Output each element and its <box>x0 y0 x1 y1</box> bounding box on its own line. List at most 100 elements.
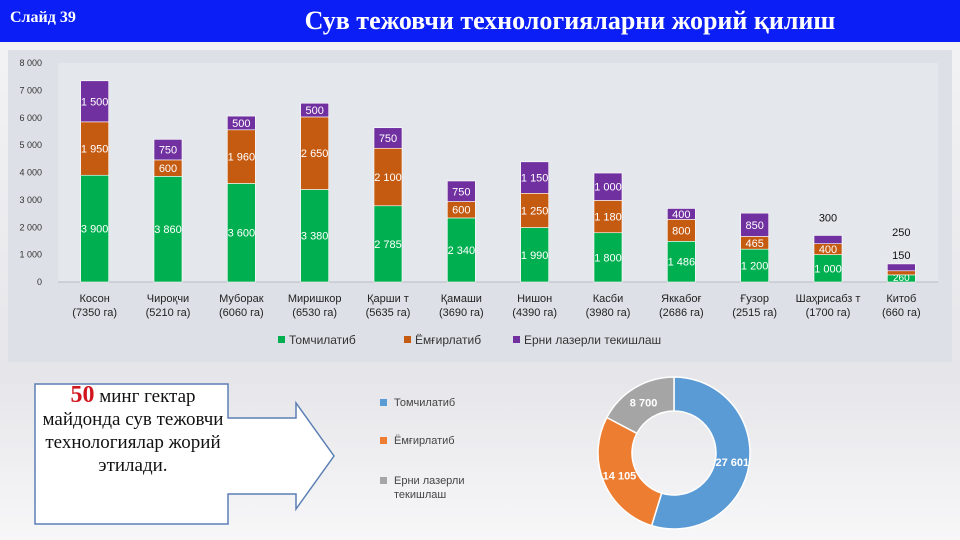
data-label: 850 <box>745 220 763 232</box>
slide-number: Слайд 39 <box>10 9 76 26</box>
y-tick-label: 7 000 <box>19 85 42 95</box>
callout-number: 50 <box>70 382 95 408</box>
bar-segment <box>227 115 256 131</box>
bar-segment <box>300 102 329 118</box>
data-label: 3 600 <box>228 228 256 240</box>
x-tick-label: Муборак <box>219 293 264 305</box>
donut-value-label: 27 601 <box>716 457 750 469</box>
bar-segment <box>300 116 329 190</box>
x-tick-label: (660 га) <box>882 307 921 319</box>
bar-segment <box>740 248 769 283</box>
callout-text-first: минг гектар <box>94 386 196 407</box>
arrow-callout-shape <box>34 383 335 525</box>
x-tick-label: Ғузор <box>740 293 769 305</box>
data-label: 500 <box>305 105 323 117</box>
data-label: 300 <box>819 212 837 224</box>
x-tick-label: Чироқчи <box>147 293 189 305</box>
stacked-bar-chart-panel: 0 1 000 2 000 3 000 4 000 5 000 6 000 7 000 8 00… <box>8 50 952 362</box>
bar-segment <box>447 217 476 283</box>
data-label: 800 <box>672 225 690 237</box>
bar-segment <box>813 235 843 244</box>
data-label: 750 <box>379 133 397 145</box>
data-label: 1 180 <box>594 212 622 224</box>
donut-legend-label: Ёмғирлатиб <box>394 435 455 447</box>
legend-label: Ёмғирлатиб <box>415 333 481 347</box>
bar-segment <box>520 161 549 194</box>
data-label: 1 500 <box>81 96 109 108</box>
y-tick-label: 3 000 <box>19 195 42 205</box>
bar-segment <box>373 127 403 149</box>
data-label: 1 960 <box>228 152 256 164</box>
bar-segment <box>593 172 623 201</box>
x-tick-label: (6060 га) <box>219 307 264 319</box>
x-tick-label: (5210 га) <box>146 307 191 319</box>
y-tick-label: 6 000 <box>19 113 42 123</box>
data-label: 750 <box>159 145 177 157</box>
data-label: 2 100 <box>374 172 402 184</box>
data-label: 2 785 <box>374 239 402 251</box>
data-label: 1 250 <box>521 205 549 217</box>
x-tick-label: (4390 га) <box>512 307 557 319</box>
legend-swatch <box>513 336 520 343</box>
data-label: 3 380 <box>301 231 329 243</box>
x-tick-label: (7350 га) <box>72 307 117 319</box>
y-tick-label: 4 000 <box>19 168 42 178</box>
data-label: 1 486 <box>668 257 696 269</box>
stacked-bar-chart: 0 1 000 2 000 3 000 4 000 5 000 6 000 7 000 8 00… <box>19 58 938 347</box>
bar-segment <box>153 139 183 161</box>
data-label: 465 <box>745 238 763 250</box>
x-tick-label: (3690 га) <box>439 307 484 319</box>
donut-legend-swatch <box>380 477 387 484</box>
x-tick-label: Касби <box>593 293 623 305</box>
y-tick-label: 5 000 <box>19 140 42 150</box>
x-tick-label: (2515 га) <box>732 307 777 319</box>
x-tick-label: (2686 га) <box>659 307 704 319</box>
data-label: 1 000 <box>594 182 622 194</box>
data-label: 3 860 <box>154 224 182 236</box>
data-label: 600 <box>452 205 470 217</box>
bar-segment <box>520 227 549 283</box>
data-label: 750 <box>452 186 470 198</box>
x-tick-label: Китоб <box>886 293 916 305</box>
data-label: 250 <box>892 227 910 239</box>
data-label: 400 <box>672 209 690 221</box>
donut-slice <box>650 376 751 530</box>
donut-value-label: 14 105 <box>603 471 637 483</box>
x-tick-label: Нишон <box>517 293 552 305</box>
bar-segment <box>227 183 256 283</box>
data-label: 1 150 <box>521 173 549 185</box>
data-label: 3 900 <box>81 224 109 236</box>
bar-segment <box>813 254 843 283</box>
legend-swatch <box>404 336 411 343</box>
x-tick-label: (1700 га) <box>806 307 851 319</box>
x-tick-label: (6530 га) <box>292 307 337 319</box>
bar-segment <box>520 193 549 228</box>
bar-segment <box>593 200 623 234</box>
header-bar: Слайд 39 Сув тежовчи технологияларни жор… <box>0 0 960 42</box>
donut-chart: 27 601 14 105 8 700 <box>597 376 751 530</box>
y-tick-label: 0 <box>37 277 42 287</box>
bar-segment <box>667 208 696 220</box>
x-tick-label: Миришкор <box>288 293 342 305</box>
bar-segment <box>80 80 109 123</box>
bar-segment <box>447 180 476 202</box>
donut-legend-swatch <box>380 399 387 406</box>
data-label: 1 950 <box>81 144 109 156</box>
bar-segment <box>887 263 916 272</box>
donut-slice <box>597 416 663 527</box>
data-label: 600 <box>159 163 177 175</box>
donut-slice <box>605 376 675 435</box>
data-label: 2 650 <box>301 148 329 160</box>
bar-segment <box>373 147 403 207</box>
bar-segment <box>667 241 696 283</box>
data-label: 500 <box>232 118 250 130</box>
data-label: 150 <box>892 250 910 262</box>
callout-text: 50 минг гектар майдонда сув тежовчи техн… <box>38 382 228 524</box>
donut-legend-label: Томчилатиб <box>394 397 456 409</box>
data-label: 1 200 <box>741 261 769 273</box>
data-label: 1 990 <box>521 250 549 262</box>
x-tick-label: (3980 га) <box>586 307 631 319</box>
donut-value-label: 8 700 <box>630 397 658 409</box>
y-tick-label: 2 000 <box>19 222 42 232</box>
legend-label: Ерни лазерли текишлаш <box>524 333 661 347</box>
